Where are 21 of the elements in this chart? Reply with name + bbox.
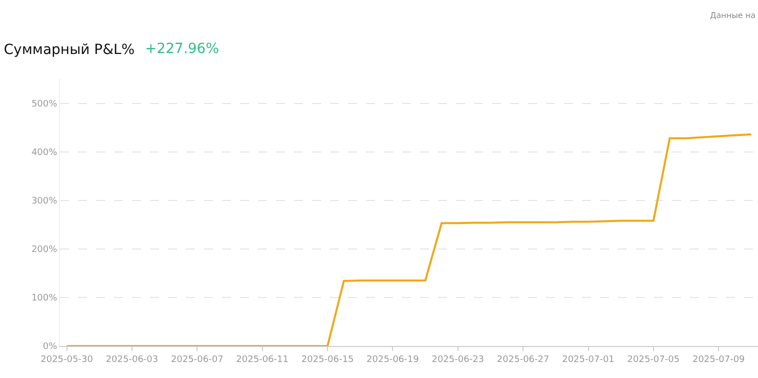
x-tick-label: 2025-06-19 [366, 354, 420, 365]
y-tick-label: 500% [31, 99, 58, 110]
x-tick-label: 2025-05-30 [40, 354, 94, 365]
chart-title: Суммарный P&L% [4, 42, 135, 58]
x-tick-label: 2025-07-09 [692, 354, 746, 365]
x-tick-label: 2025-06-27 [496, 354, 550, 365]
text: Данные на [710, 11, 756, 20]
x-tick-label: 2025-06-07 [171, 354, 224, 365]
line-series [66, 133, 752, 346]
y-tick-label: 0% [42, 342, 58, 352]
x-tick-label: 2025-06-11 [236, 354, 288, 365]
y-tick-label: 400% [31, 148, 58, 158]
x-tick-label: 2025-07-01 [562, 354, 614, 365]
y-tick-label: 200% [31, 245, 58, 256]
y-tick-label: 100% [31, 294, 58, 304]
y-tick-label: 300% [31, 196, 58, 207]
x-tick-label: 2025-06-23 [432, 354, 484, 365]
x-tick-label: 2025-06-15 [301, 354, 354, 365]
x-tick-label: 2025-06-03 [106, 354, 158, 365]
x-tick-label: 2025-07-05 [627, 354, 680, 365]
chart-subtitle: +227.96% [145, 41, 220, 57]
